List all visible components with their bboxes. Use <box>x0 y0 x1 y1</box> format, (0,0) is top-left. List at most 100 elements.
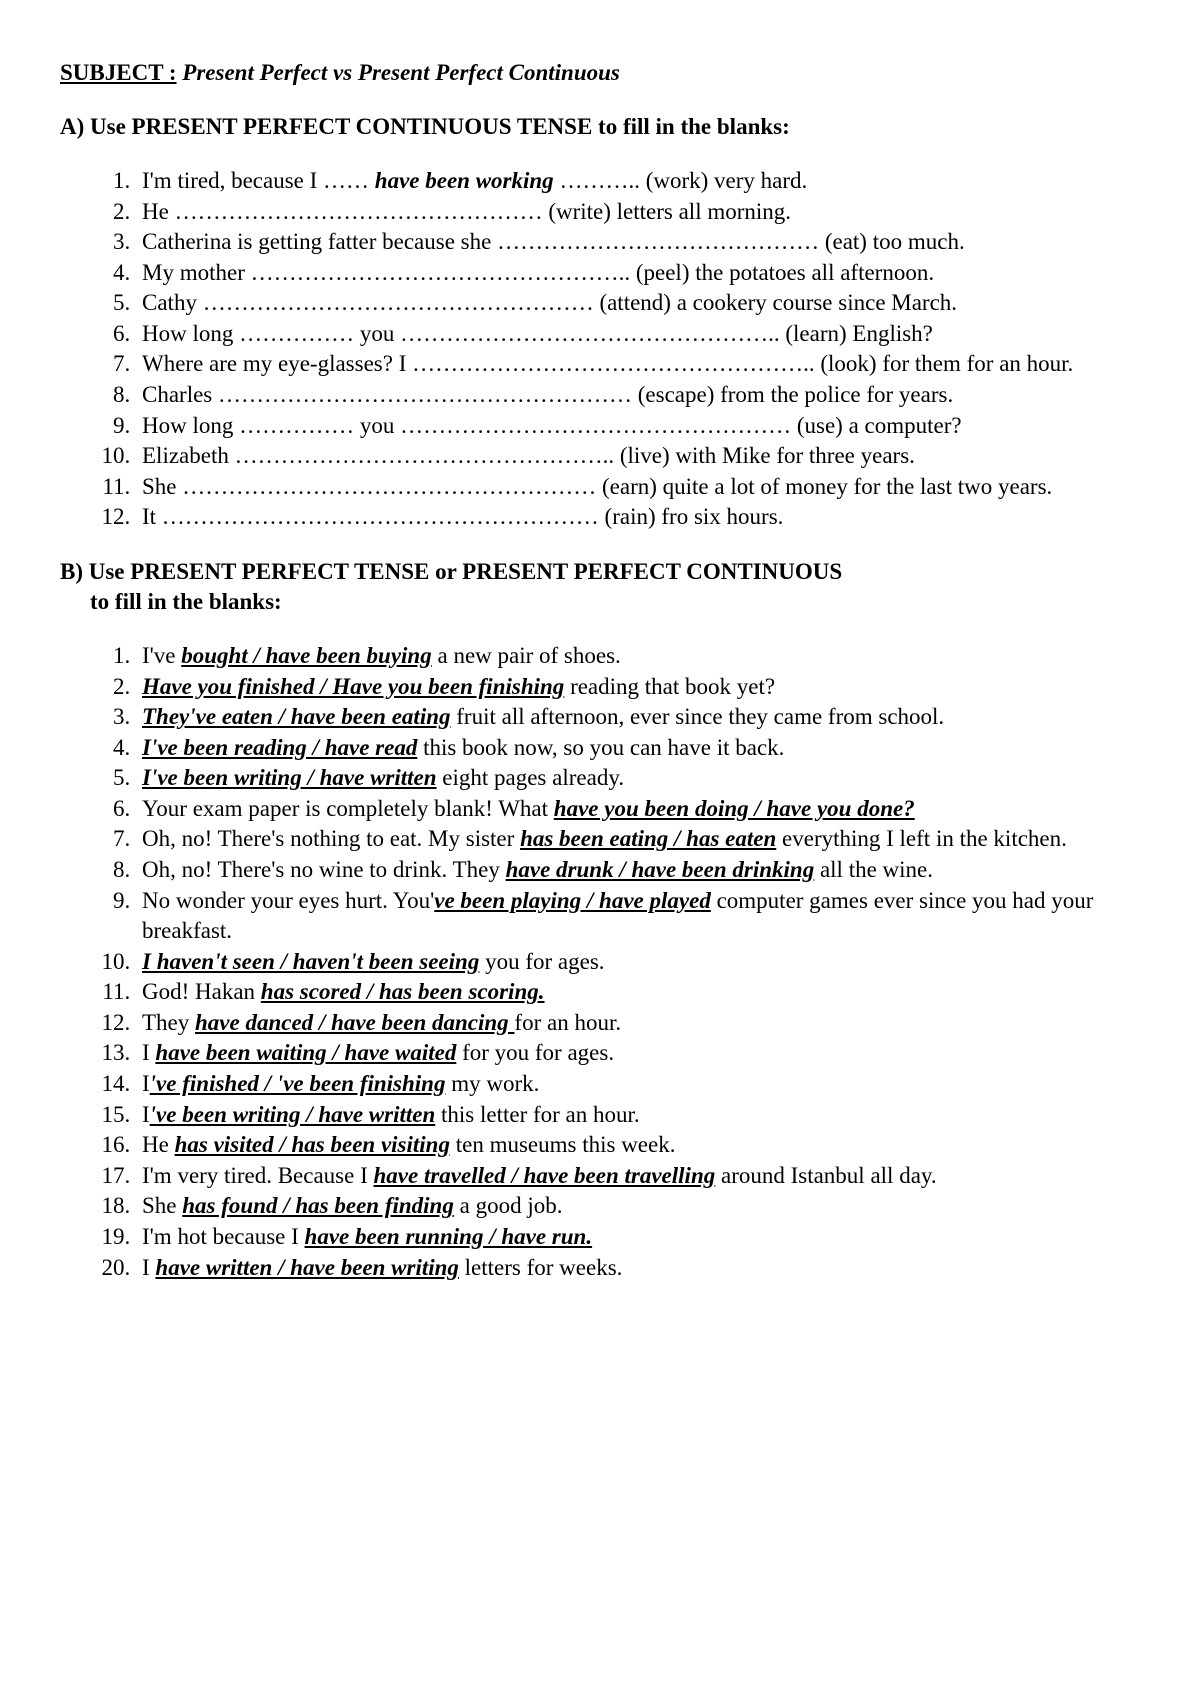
b-pre: She <box>142 1193 182 1218</box>
b-choice: ve been playing / have played <box>434 888 711 913</box>
section-a-list: I'm tired, because I …… have been workin… <box>98 166 1142 533</box>
b-post: for you for ages. <box>456 1040 614 1065</box>
b-post: everything I left in the kitchen. <box>776 826 1067 851</box>
b-post: a good job. <box>454 1193 563 1218</box>
b-choice: has visited / has been visiting <box>175 1132 450 1157</box>
worksheet-page: SUBJECT : Present Perfect vs Present Per… <box>0 0 1200 1697</box>
a-text: Where are my eye-glasses? I ………………………………… <box>142 351 1073 376</box>
b-post: letters for weeks. <box>459 1255 623 1280</box>
section-a-heading: A) Use PRESENT PERFECT CONTINUOUS TENSE … <box>60 114 1142 140</box>
b-choice: bought / have been buying <box>181 643 431 668</box>
a-item-1: I'm tired, because I …… have been workin… <box>136 166 1142 197</box>
b-pre: I'm very tired. Because I <box>142 1163 374 1188</box>
a-item-4: My mother ………………………………………….. (peel) the … <box>136 258 1142 289</box>
subject-title: Present Perfect vs Present Perfect Conti… <box>177 60 620 85</box>
b-item-14: I've finished / 've been finishing my wo… <box>136 1069 1142 1100</box>
b-post: ten museums this week. <box>450 1132 676 1157</box>
b-pre: I'm hot because I <box>142 1224 305 1249</box>
b-post: reading that book yet? <box>564 674 775 699</box>
b-item-5: I've been writing / have written eight p… <box>136 763 1142 794</box>
b-item-9: No wonder your eyes hurt. You've been pl… <box>136 886 1142 947</box>
a-text: How long …………… you ………………………………………….. (l… <box>142 321 933 346</box>
b-pre: Oh, no! There's nothing to eat. My siste… <box>142 826 520 851</box>
a-item-3: Catherina is getting fatter because she … <box>136 227 1142 258</box>
b-item-19: I'm hot because I have been running / ha… <box>136 1222 1142 1253</box>
a-text: Catherina is getting fatter because she … <box>142 229 965 254</box>
b-choice: have written / have been writing <box>155 1255 458 1280</box>
b-pre: They <box>142 1010 195 1035</box>
b-post: my work. <box>445 1071 539 1096</box>
a-item-7: Where are my eye-glasses? I ………………………………… <box>136 349 1142 380</box>
b-choice: I haven't seen / haven't been seeing <box>142 949 479 974</box>
b-choice: have travelled / have been travelling <box>374 1163 716 1188</box>
b-item-15: I've been writing / have written this le… <box>136 1100 1142 1131</box>
b-pre: God! Hakan <box>142 979 261 1004</box>
a-text: Cathy …………………………………………… (attend) a cooke… <box>142 290 957 315</box>
b-pre: Oh, no! There's no wine to drink. They <box>142 857 506 882</box>
a-text: I'm tired, because I …… <box>142 168 375 193</box>
b-choice: have been waiting / have waited <box>155 1040 456 1065</box>
a-text: My mother ………………………………………….. (peel) the … <box>142 260 934 285</box>
b-post: a new pair of shoes. <box>432 643 621 668</box>
b-item-3: They've eaten / have been eating fruit a… <box>136 702 1142 733</box>
a-item-5: Cathy …………………………………………… (attend) a cooke… <box>136 288 1142 319</box>
b-choice: They've eaten / have been eating <box>142 704 451 729</box>
b-post: all the wine. <box>814 857 933 882</box>
b-pre: He <box>142 1132 175 1157</box>
section-b-heading-1: B) Use PRESENT PERFECT TENSE or PRESENT … <box>60 559 1142 585</box>
b-item-10: I haven't seen / haven't been seeing you… <box>136 947 1142 978</box>
b-pre: Your exam paper is completely blank! Wha… <box>142 796 554 821</box>
a-text: ……….. (work) very hard. <box>554 168 808 193</box>
b-item-2: Have you finished / Have you been finish… <box>136 672 1142 703</box>
a-text: Elizabeth ………………………………………….. (live) with… <box>142 443 915 468</box>
a-item-9: How long …………… you …………………………………………… (us… <box>136 411 1142 442</box>
b-choice: have been running / have run. <box>305 1224 593 1249</box>
b-choice: have danced / have been dancing <box>195 1010 514 1035</box>
a-item-10: Elizabeth ………………………………………….. (live) with… <box>136 441 1142 472</box>
b-item-12: They have danced / have been dancing for… <box>136 1008 1142 1039</box>
b-item-8: Oh, no! There's no wine to drink. They h… <box>136 855 1142 886</box>
b-post: this letter for an hour. <box>435 1102 639 1127</box>
a-item-12: It ………………………………………………… (rain) fro six ho… <box>136 502 1142 533</box>
b-choice: has found / has been finding <box>182 1193 454 1218</box>
b-pre: I've <box>142 643 181 668</box>
b-pre: I <box>142 1102 150 1127</box>
b-item-4: I've been reading / have read this book … <box>136 733 1142 764</box>
a-item-11: She ……………………………………………… (earn) quite a lo… <box>136 472 1142 503</box>
a-answer: have been working <box>375 168 554 193</box>
b-item-11: God! Hakan has scored / has been scoring… <box>136 977 1142 1008</box>
b-post: for an hour. <box>514 1010 621 1035</box>
b-post: you for ages. <box>479 949 604 974</box>
b-post: this book now, so you can have it back. <box>417 735 784 760</box>
b-item-6: Your exam paper is completely blank! Wha… <box>136 794 1142 825</box>
section-b-list: I've bought / have been buying a new pai… <box>98 641 1142 1283</box>
b-choice: I've been reading / have read <box>142 735 417 760</box>
section-b-heading-2: to fill in the blanks: <box>90 589 1142 615</box>
b-choice: I've been writing / have written <box>142 765 437 790</box>
a-item-2: He ………………………………………… (write) letters all … <box>136 197 1142 228</box>
b-item-13: I have been waiting / have waited for yo… <box>136 1038 1142 1069</box>
b-choice: Have you finished / Have you been finish… <box>142 674 564 699</box>
a-text: Charles ……………………………………………… (escape) from… <box>142 382 953 407</box>
a-text: How long …………… you …………………………………………… (us… <box>142 413 962 438</box>
a-item-6: How long …………… you ………………………………………….. (l… <box>136 319 1142 350</box>
a-item-8: Charles ……………………………………………… (escape) from… <box>136 380 1142 411</box>
b-item-7: Oh, no! There's nothing to eat. My siste… <box>136 824 1142 855</box>
b-item-20: I have written / have been writing lette… <box>136 1253 1142 1284</box>
b-post: around Istanbul all day. <box>715 1163 936 1188</box>
a-text: He ………………………………………… (write) letters all … <box>142 199 791 224</box>
b-choice: has scored / has been scoring. <box>261 979 545 1004</box>
b-item-1: I've bought / have been buying a new pai… <box>136 641 1142 672</box>
subject-line: SUBJECT : Present Perfect vs Present Per… <box>60 60 1142 86</box>
b-pre: I <box>142 1040 155 1065</box>
a-text: She ……………………………………………… (earn) quite a lo… <box>142 474 1052 499</box>
b-choice: have drunk / have been drinking <box>506 857 815 882</box>
b-choice: has been eating / has eaten <box>520 826 776 851</box>
b-choice: have you been doing / have you done? <box>554 796 915 821</box>
b-pre: No wonder your eyes hurt. You' <box>142 888 434 913</box>
b-choice: 've finished / 've been finishing <box>150 1071 446 1096</box>
b-pre: I <box>142 1071 150 1096</box>
b-pre: I <box>142 1255 155 1280</box>
b-item-18: She has found / has been finding a good … <box>136 1191 1142 1222</box>
a-text: It ………………………………………………… (rain) fro six ho… <box>142 504 783 529</box>
